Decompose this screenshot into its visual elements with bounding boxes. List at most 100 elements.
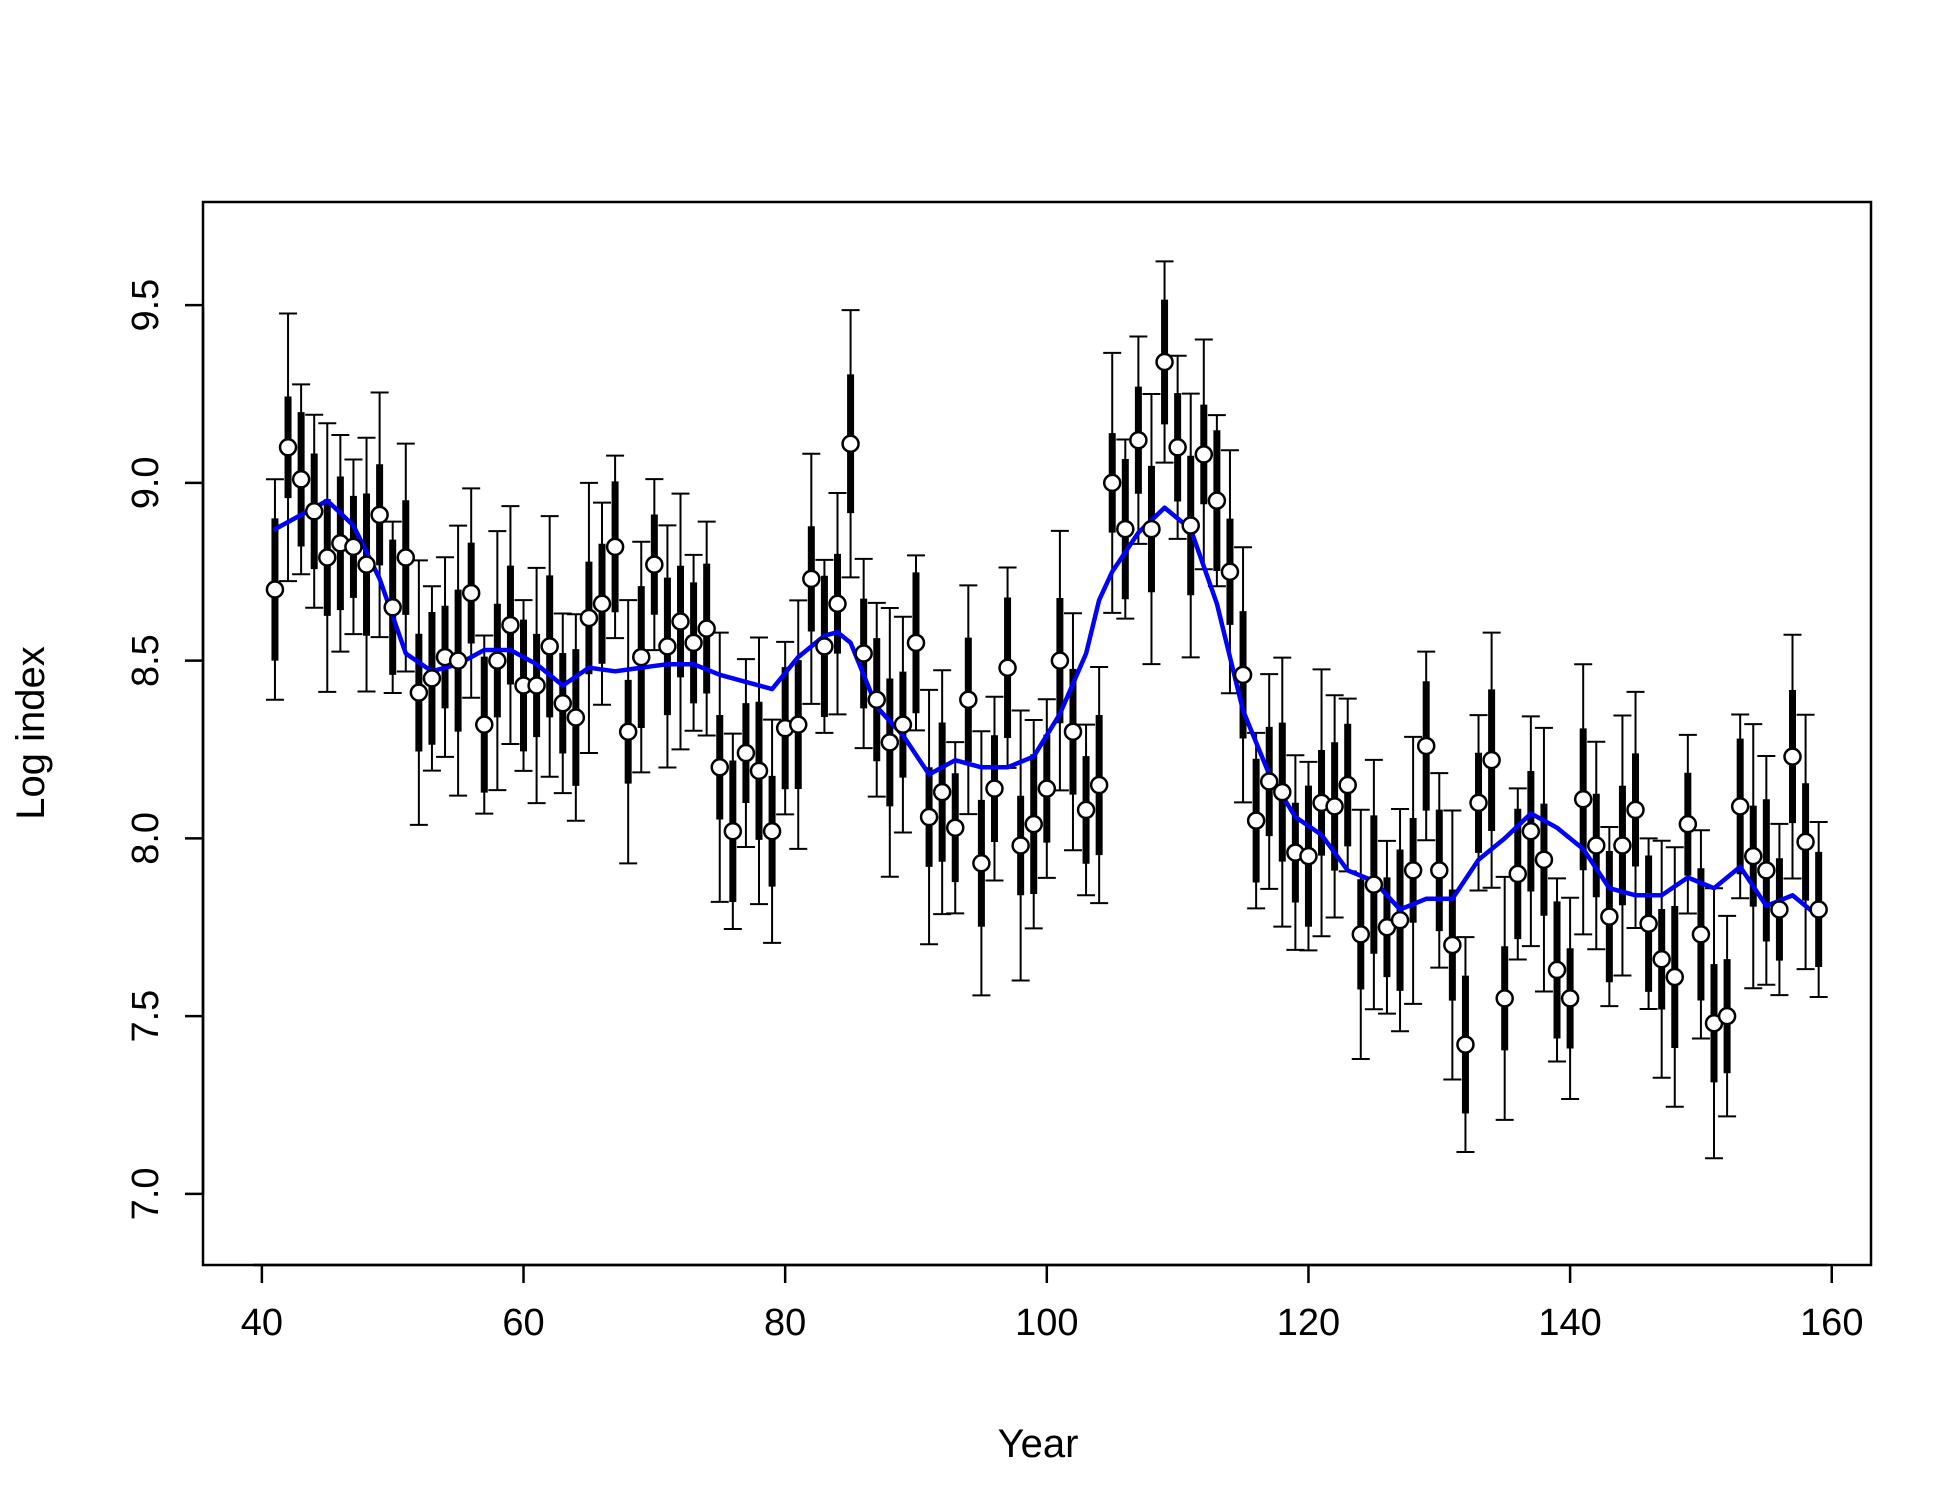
- data-point: [658, 637, 677, 656]
- y-axis: 7.0 7.5 8.0 8.5 9.0 9.5: [125, 279, 205, 1220]
- data-point: [1011, 836, 1030, 855]
- data-point: [1717, 1006, 1737, 1026]
- data-point: [566, 708, 586, 727]
- data-point: [1796, 832, 1815, 852]
- data-point: [592, 594, 612, 613]
- data-point: [1809, 900, 1828, 919]
- data-points: [265, 352, 1828, 1054]
- data-point: [1299, 846, 1318, 866]
- data-point: [304, 502, 324, 521]
- data-point: [710, 758, 730, 777]
- data-point: [972, 854, 991, 873]
- data-point: [553, 694, 573, 713]
- data-point: [985, 779, 1004, 798]
- data-point: [579, 608, 599, 628]
- data-point: [396, 548, 416, 567]
- x-tick-label: 40: [241, 1302, 283, 1344]
- data-point: [488, 651, 507, 670]
- x-tick-label: 140: [1538, 1302, 1601, 1344]
- data-point: [684, 633, 703, 653]
- data-point: [1482, 750, 1501, 770]
- data-point: [749, 761, 769, 781]
- data-point: [1076, 800, 1096, 820]
- data-point: [370, 505, 389, 525]
- data-point: [1456, 1035, 1475, 1054]
- data-point: [1351, 925, 1371, 944]
- data-point: [1233, 665, 1253, 685]
- x-tick-label: 160: [1800, 1302, 1863, 1344]
- data-point: [854, 644, 873, 663]
- data-point: [1155, 352, 1174, 372]
- data-point: [998, 658, 1017, 677]
- data-point: [906, 633, 926, 653]
- data-point: [632, 647, 651, 667]
- smooth-line: [272, 498, 1821, 919]
- data-point: [1181, 516, 1200, 535]
- data-point: [265, 580, 285, 599]
- data-point: [919, 807, 939, 827]
- data-point: [959, 690, 978, 709]
- data-point: [318, 548, 337, 567]
- data-point: [1220, 562, 1240, 581]
- data-point: [1587, 836, 1606, 855]
- data-point: [645, 555, 664, 574]
- y-tick-label: 9.0: [125, 456, 167, 509]
- data-point: [1691, 925, 1711, 944]
- data-point: [1325, 797, 1344, 816]
- data-point: [1403, 861, 1423, 880]
- data-point: [1246, 811, 1266, 830]
- data-point: [1495, 989, 1514, 1008]
- data-point: [1089, 775, 1109, 795]
- x-tick-label: 120: [1277, 1302, 1340, 1344]
- data-point: [344, 537, 363, 557]
- data-point: [1534, 850, 1554, 869]
- data-point: [475, 715, 494, 734]
- data-point: [605, 537, 625, 557]
- data-point: [1757, 861, 1776, 880]
- data-point: [448, 651, 468, 670]
- x-tick-label: 80: [764, 1302, 806, 1344]
- data-point: [1116, 519, 1135, 539]
- data-point: [815, 637, 834, 656]
- data-point: [788, 715, 808, 734]
- data-point: [409, 683, 429, 702]
- y-tick-label: 8.5: [125, 634, 167, 687]
- data-point: [1652, 950, 1671, 969]
- data-point: [357, 555, 376, 574]
- data-point: [1665, 967, 1685, 987]
- data-point: [1770, 900, 1789, 919]
- data-point: [1063, 722, 1083, 741]
- y-tick-label: 9.5: [125, 279, 167, 332]
- data-point: [1050, 651, 1070, 670]
- data-point: [383, 598, 402, 617]
- data-point: [723, 822, 743, 841]
- x-axis: 40 60 80 100 120 140 160: [241, 1263, 1863, 1344]
- data-point: [1102, 473, 1122, 493]
- data-point: [1613, 836, 1632, 855]
- plot-frame: [201, 200, 1873, 1267]
- data-point: [945, 818, 965, 837]
- data-point: [671, 612, 690, 631]
- data-point: [893, 715, 913, 734]
- data-point: [1783, 747, 1802, 766]
- data-point: [1273, 782, 1292, 802]
- data-point: [1168, 438, 1187, 457]
- x-tick-label: 100: [1015, 1302, 1078, 1344]
- data-point: [1129, 430, 1148, 450]
- data-point: [802, 569, 821, 589]
- data-point: [762, 822, 782, 841]
- data-point: [422, 669, 442, 688]
- data-point: [880, 733, 900, 752]
- data-point: [1600, 907, 1619, 926]
- data-point: [1194, 445, 1214, 464]
- data-point: [867, 690, 886, 709]
- y-tick-label: 7.5: [125, 990, 167, 1043]
- data-point: [1469, 793, 1488, 813]
- data-point: [501, 615, 520, 635]
- data-point: [1443, 935, 1462, 955]
- data-point: [540, 637, 559, 656]
- data-point: [291, 470, 311, 489]
- data-point: [1678, 814, 1698, 834]
- data-point: [1259, 772, 1279, 791]
- data-point: [828, 594, 847, 613]
